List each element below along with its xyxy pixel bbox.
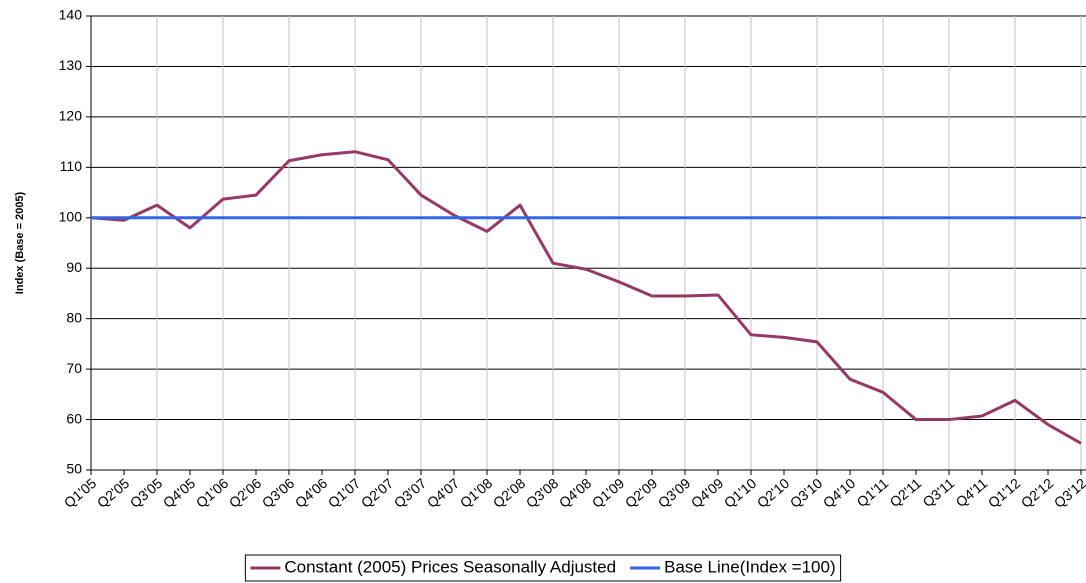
y-tick-label: 140: [59, 7, 83, 23]
x-tick-label: Q2'07: [358, 475, 397, 511]
x-tick-label: Q2'06: [226, 475, 265, 511]
x-tick-label: Q4'11: [953, 475, 991, 510]
x-tick-label: Q1'06: [193, 475, 232, 511]
x-tick-label: Q1'09: [589, 475, 628, 511]
x-tick-label: Q3'08: [523, 475, 562, 511]
x-tick-label: Q2'09: [622, 475, 661, 511]
x-tick-label: Q1'10: [721, 475, 760, 511]
x-tick-label: Q2'08: [490, 475, 529, 511]
y-tick-label: 120: [59, 108, 83, 124]
y-tick-label: 130: [59, 57, 83, 73]
x-tick-label: Q4'05: [160, 475, 199, 511]
x-tick-label: Q3'12: [1051, 475, 1086, 511]
x-tick-label: Q4'08: [556, 475, 595, 511]
y-axis-label: Index (Base = 2005): [14, 191, 26, 294]
x-tick-label: Q1'11: [854, 475, 892, 510]
x-tick-label: Q3'07: [391, 475, 430, 511]
x-tick-label: Q3'05: [127, 475, 166, 511]
y-tick-label: 110: [60, 158, 83, 174]
x-tick-label: Q3'09: [655, 475, 694, 511]
data-line: [90, 150, 1082, 445]
x-tick-label: Q3'11: [920, 475, 958, 510]
y-tick-label: 90: [66, 259, 82, 275]
x-tick-label: Q1'07: [325, 475, 364, 511]
x-tick-label: Q4'09: [688, 475, 727, 511]
x-tick-label: Q2'12: [1018, 475, 1057, 511]
x-tick-label: Q3'06: [259, 475, 298, 511]
legend-label: Constant (2005) Prices Seasonally Adjust…: [284, 557, 616, 576]
y-tick-label: 60: [66, 410, 82, 426]
x-tick-label: Q4'10: [820, 475, 859, 511]
legend-box: [244, 554, 842, 582]
y-tick-label: 50: [66, 461, 82, 477]
x-tick-label: Q1'12: [985, 475, 1024, 511]
legend: Constant (2005) Prices Seasonally Adjust…: [244, 554, 842, 582]
y-tick-label: 70: [66, 360, 82, 376]
x-tick-label: Q1'05: [61, 475, 100, 511]
x-tick-label: Q2'10: [754, 475, 793, 511]
x-tick-label: Q4'07: [424, 475, 463, 511]
x-tick-label: Q2'05: [94, 475, 133, 511]
y-tick-label: 80: [66, 309, 82, 325]
x-tick-label: Q2'11: [887, 475, 925, 510]
y-tick-label: 100: [59, 208, 83, 224]
x-tick-label: Q3'10: [787, 475, 826, 511]
x-tick-label: Q4'06: [292, 475, 331, 511]
legend-label: Base Line(Index =100): [664, 557, 836, 576]
x-tick-label: Q1'08: [457, 475, 496, 511]
